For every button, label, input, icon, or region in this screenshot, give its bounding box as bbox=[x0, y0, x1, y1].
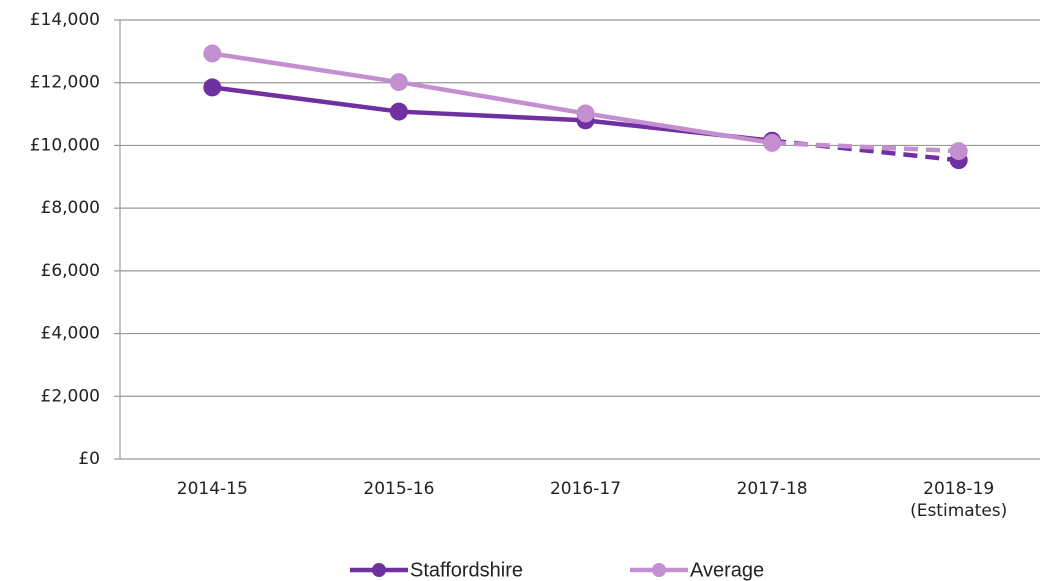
marker bbox=[203, 44, 222, 63]
y-tick-label: £6,000 bbox=[41, 261, 100, 281]
y-tick-label: £12,000 bbox=[30, 73, 100, 93]
legend-marker bbox=[652, 563, 666, 577]
marker bbox=[389, 102, 408, 121]
legend-label: Staffordshire bbox=[410, 559, 523, 581]
line bbox=[211, 51, 773, 146]
y-tick-label: £14,000 bbox=[30, 10, 100, 30]
y-tick-label: £10,000 bbox=[30, 135, 100, 155]
y-tick-label: £0 bbox=[78, 449, 100, 469]
marker bbox=[576, 104, 595, 123]
y-tick-label: £8,000 bbox=[41, 198, 100, 218]
y-tick-label: £4,000 bbox=[41, 324, 100, 344]
marker bbox=[949, 142, 968, 161]
x-tick-label: 2017-18 bbox=[737, 479, 808, 499]
x-tick-label: 2014-15 bbox=[177, 479, 248, 499]
x-tick-label: 2016-17 bbox=[550, 479, 621, 499]
legend-marker bbox=[372, 563, 386, 577]
marker bbox=[763, 133, 782, 152]
marker bbox=[389, 73, 408, 92]
line bbox=[212, 85, 773, 143]
y-tick-label: £2,000 bbox=[41, 386, 100, 406]
x-tick-label: 2018-19 (Estimates) bbox=[910, 479, 1007, 521]
line-dashed bbox=[772, 140, 959, 154]
legend-label: Average bbox=[690, 559, 764, 581]
marker bbox=[203, 78, 222, 97]
x-tick-label: 2015-16 bbox=[363, 479, 434, 499]
